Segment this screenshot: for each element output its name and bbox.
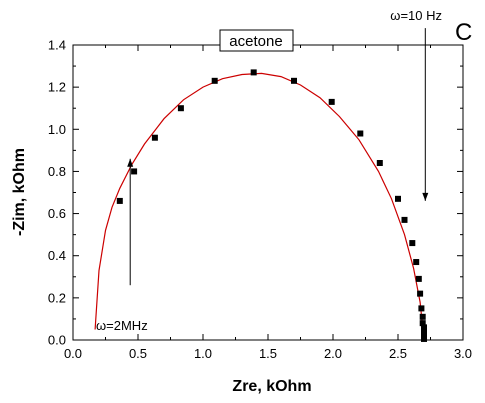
data-point [177, 105, 184, 112]
annotation-label: ω=2MHz [96, 318, 148, 333]
data-point [328, 98, 335, 105]
annotation-arrow-head [422, 192, 429, 201]
x-tick-label: 1.0 [194, 346, 212, 361]
data-point [376, 160, 383, 166]
fit-curve [94, 72, 425, 341]
x-tick-label: 2.0 [324, 346, 342, 361]
y-tick-label: 1.0 [48, 122, 66, 137]
data-point [357, 130, 364, 137]
y-tick-label: 1.2 [48, 80, 66, 95]
data-point [250, 69, 257, 76]
x-tick-label: 3.0 [454, 346, 472, 361]
annotation-arrow-head [127, 158, 134, 167]
legend-label: acetone [229, 33, 282, 50]
x-axis-title: Zre, kOhm [232, 378, 311, 395]
y-tick-label: 1.4 [48, 38, 66, 53]
panel-letter: C [455, 19, 472, 46]
data-point [419, 313, 426, 320]
data-point [409, 240, 416, 247]
y-tick-label: 0.8 [48, 164, 66, 179]
x-tick-label: 1.5 [259, 346, 277, 361]
data-points-layer [116, 69, 427, 342]
axes: 0.0 0.5 1.0 1.5 2.0 2.5 3.0 0.0 0.2 0.4 0.6 0.8 1.0 1… [48, 38, 472, 362]
y-tick-label: 0.4 [48, 248, 66, 263]
data-point [401, 216, 408, 223]
data-point [211, 77, 218, 84]
y-tick-label: 0.0 [48, 333, 66, 348]
data-point [291, 77, 297, 84]
fit-curve-layer [94, 72, 425, 341]
x-tick-label: 0.0 [64, 346, 82, 361]
data-point [395, 195, 401, 202]
annotations-layer: ω=10 Hz ω=2MHz [96, 8, 442, 333]
data-point [116, 197, 123, 204]
annotation-label: ω=10 Hz [390, 8, 442, 23]
y-axis-title: -Zim, kOhm [11, 148, 28, 236]
data-point [151, 134, 158, 141]
data-point [131, 168, 138, 175]
x-tick-label: 2.5 [389, 346, 407, 361]
x-tick-label: 0.5 [129, 346, 147, 361]
plot-frame [72, 44, 464, 341]
y-tick-label: 0.6 [48, 206, 66, 221]
data-point [419, 320, 426, 327]
data-point [421, 324, 427, 331]
legend-box: acetone [219, 29, 294, 52]
data-point [413, 259, 420, 266]
data-point [417, 290, 424, 297]
data-point [418, 305, 425, 312]
y-tick-label: 0.2 [48, 290, 66, 305]
data-point [415, 275, 422, 282]
data-point [421, 335, 427, 342]
